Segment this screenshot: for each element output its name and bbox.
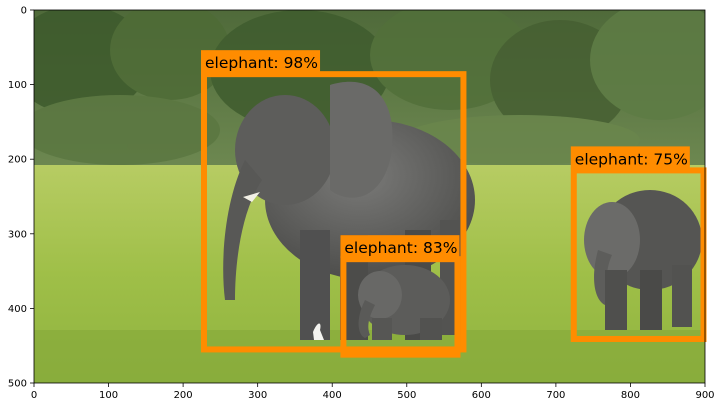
label-background — [200, 50, 321, 74]
y-tick-label: 500 — [8, 379, 27, 390]
bounding-box — [570, 167, 707, 342]
x-tick-label: 500 — [397, 390, 416, 401]
x-tick-label: 900 — [695, 390, 714, 401]
detection-label: elephant: 83% — [344, 239, 457, 257]
detection-label: elephant: 75% — [575, 150, 688, 168]
tree-foliage — [34, 10, 705, 165]
bounding-box — [200, 71, 467, 353]
x-axis: 0 100 200 300 400 500 600 700 800 900 — [31, 383, 715, 401]
x-tick-label: 100 — [99, 390, 118, 401]
y-tick-label: 0 — [21, 6, 27, 17]
y-tick-label: 100 — [8, 80, 27, 91]
x-tick-label: 800 — [621, 390, 640, 401]
x-tick-label: 300 — [248, 390, 267, 401]
x-tick-label: 0 — [31, 390, 37, 401]
egret — [313, 323, 324, 340]
x-tick-label: 200 — [174, 390, 193, 401]
y-tick-label: 400 — [8, 304, 27, 315]
bounding-box — [340, 256, 461, 358]
x-tick-label: 700 — [546, 390, 565, 401]
label-background — [340, 235, 460, 259]
y-axis: 0 100 200 300 400 500 — [8, 6, 34, 390]
detection-1: elephant: 98% — [200, 50, 467, 353]
axes-frame — [33, 9, 706, 384]
x-tick-label: 400 — [323, 390, 342, 401]
photo — [34, 10, 705, 383]
label-background — [570, 146, 690, 170]
y-tick-label: 200 — [8, 155, 27, 166]
detection-label: elephant: 98% — [205, 54, 318, 72]
elephant-right — [584, 190, 702, 330]
detections-layer: elephant: 98% elephant: 83% elephant: 75% — [200, 50, 707, 358]
elephant-calf — [358, 265, 450, 340]
detection-2: elephant: 83% — [340, 235, 461, 358]
detection-3: elephant: 75% — [570, 146, 707, 342]
y-tick-label: 300 — [8, 229, 27, 240]
x-tick-label: 600 — [472, 390, 491, 401]
